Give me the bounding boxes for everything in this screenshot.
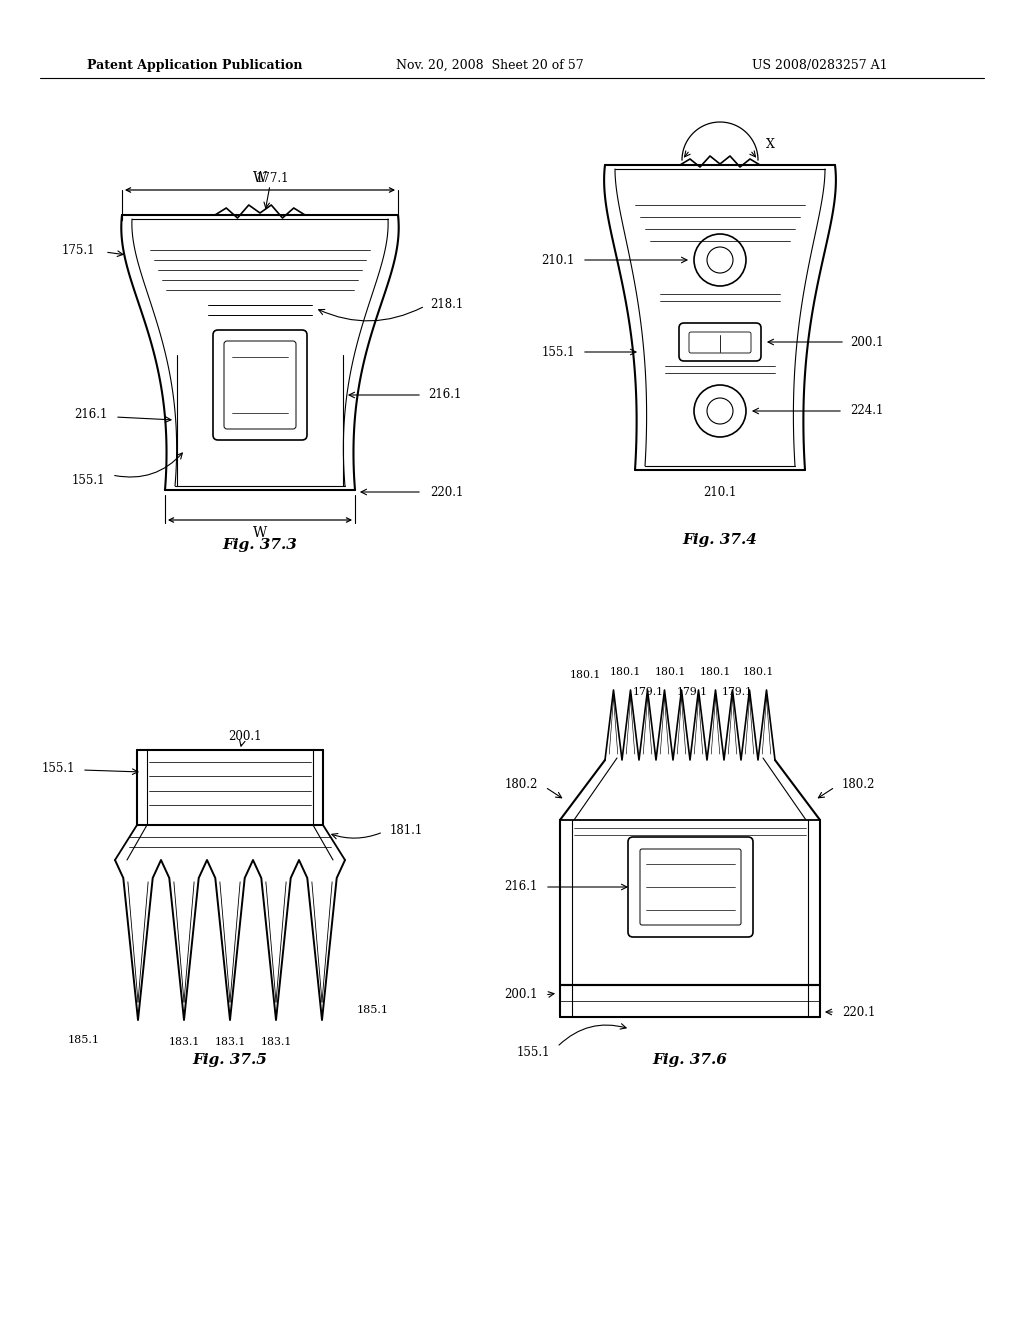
Text: 179.1: 179.1 — [722, 686, 753, 697]
Text: 180.2: 180.2 — [842, 779, 876, 792]
Text: 181.1: 181.1 — [390, 824, 423, 837]
Text: 216.1: 216.1 — [505, 880, 538, 894]
Text: Nov. 20, 2008  Sheet 20 of 57: Nov. 20, 2008 Sheet 20 of 57 — [396, 58, 584, 71]
Text: 200.1: 200.1 — [505, 989, 538, 1002]
Text: 155.1: 155.1 — [42, 762, 75, 775]
Text: 183.1: 183.1 — [214, 1038, 246, 1047]
Text: 155.1: 155.1 — [542, 346, 575, 359]
Text: Fig. 37.3: Fig. 37.3 — [222, 539, 297, 552]
Text: 180.1: 180.1 — [609, 667, 641, 677]
Text: 200.1: 200.1 — [228, 730, 262, 742]
Text: 185.1: 185.1 — [357, 1005, 389, 1015]
Text: 155.1: 155.1 — [516, 1045, 550, 1059]
Text: W: W — [253, 525, 267, 540]
Text: 185.1: 185.1 — [68, 1035, 100, 1045]
Text: 175.1: 175.1 — [61, 243, 95, 256]
Text: 180.2: 180.2 — [505, 779, 538, 792]
Text: W: W — [253, 172, 267, 185]
Text: 179.1: 179.1 — [633, 686, 664, 697]
Text: Patent Application Publication: Patent Application Publication — [87, 58, 303, 71]
Text: 180.1: 180.1 — [654, 667, 686, 677]
Text: 216.1: 216.1 — [75, 408, 108, 421]
Text: 220.1: 220.1 — [842, 1006, 876, 1019]
Text: 177.1: 177.1 — [255, 172, 289, 185]
Text: 210.1: 210.1 — [703, 486, 736, 499]
Text: 218.1: 218.1 — [430, 298, 463, 312]
Text: X: X — [766, 139, 774, 152]
Text: US 2008/0283257 A1: US 2008/0283257 A1 — [753, 58, 888, 71]
Text: 180.1: 180.1 — [699, 667, 731, 677]
Text: 183.1: 183.1 — [260, 1038, 292, 1047]
Text: 220.1: 220.1 — [430, 486, 464, 499]
Text: 224.1: 224.1 — [850, 404, 884, 417]
Text: Fig. 37.5: Fig. 37.5 — [193, 1053, 267, 1067]
Text: Fig. 37.6: Fig. 37.6 — [652, 1053, 727, 1067]
Text: 216.1: 216.1 — [428, 388, 462, 401]
Text: 155.1: 155.1 — [72, 474, 105, 487]
Text: 183.1: 183.1 — [168, 1038, 200, 1047]
Text: 179.1: 179.1 — [677, 686, 708, 697]
Text: 210.1: 210.1 — [542, 253, 575, 267]
Text: Fig. 37.4: Fig. 37.4 — [683, 533, 758, 546]
Text: 200.1: 200.1 — [850, 335, 884, 348]
Text: 180.1: 180.1 — [742, 667, 774, 677]
Text: 180.1: 180.1 — [569, 671, 601, 680]
